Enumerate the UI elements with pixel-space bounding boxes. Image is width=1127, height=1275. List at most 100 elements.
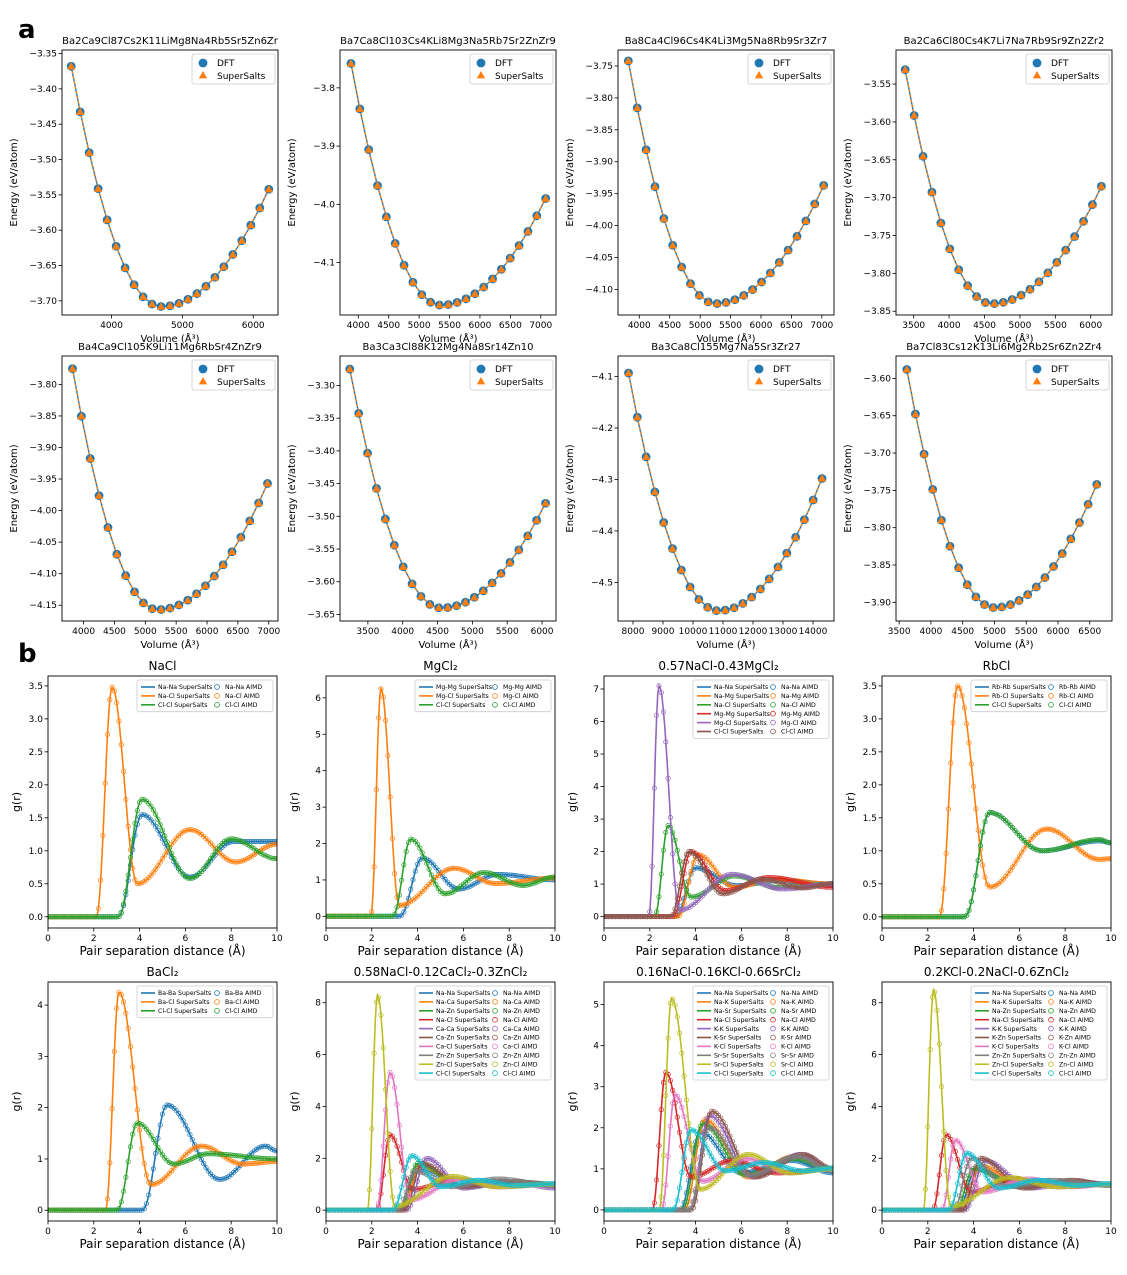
eos-supersalts-point	[730, 295, 740, 303]
eos-xlabel: Volume (Å³)	[974, 332, 1033, 345]
eos-xtick-label: 4000	[919, 627, 942, 637]
rdf-aimd-point	[175, 1110, 182, 1116]
eos-legend-supersalts-label: SuperSalts	[217, 72, 266, 82]
rdf-aimd-point	[679, 907, 685, 913]
rdf-legend-circle-marker	[492, 701, 498, 708]
rdf-aimd-point	[706, 1125, 712, 1131]
rdf-legend-supersalts-label: Cl-Cl SuperSalts	[436, 702, 486, 709]
rdf-aimd-point	[734, 1149, 740, 1155]
rdf-ylabel: g(r)	[566, 792, 579, 812]
rdf-aimd-point	[412, 1176, 418, 1182]
rdf-title: MgCl₂	[423, 659, 458, 673]
rdf-aimd-point	[777, 880, 783, 886]
rdf-aimd-point	[681, 1154, 687, 1160]
eos-xtick-label: 4500	[377, 321, 400, 331]
eos-ytick-label: −3.60	[307, 578, 335, 588]
rdf-ytick-label: 3	[593, 1083, 599, 1093]
eos-axes-frame	[895, 49, 1113, 316]
rdf-aimd-point	[736, 1166, 742, 1172]
rdf-ytick-label: 3.5	[863, 682, 877, 692]
rdf-aimd-point	[118, 992, 124, 998]
eos-supersalts-point	[165, 301, 175, 309]
rdf-aimd-point	[722, 873, 728, 879]
rdf-aimd-point	[1099, 837, 1105, 843]
eos-supersalts-point	[1006, 600, 1015, 608]
rdf-aimd-point	[137, 1127, 143, 1133]
rdf-aimd-point	[224, 837, 230, 843]
eos-supersalts-point	[192, 589, 201, 597]
rdf-legend-box	[414, 679, 552, 713]
rdf-legend-supersalts-label: Cl-Cl SuperSalts	[158, 702, 208, 709]
rdf-aimd-point	[683, 1199, 689, 1205]
rdf-xtick-label: 6	[1017, 934, 1023, 944]
rdf-aimd-point	[709, 1154, 715, 1160]
rdf-aimd-point	[203, 862, 209, 869]
rdf-aimd-point	[1051, 847, 1057, 853]
rdf-ytick-label: 4	[593, 1042, 599, 1052]
eos-xtick-label: 5000	[983, 627, 1006, 637]
eos-supersalts-point	[237, 236, 247, 244]
eos-legend-supersalts-marker	[754, 71, 764, 79]
eos-ytick-label: −3.55	[307, 545, 335, 555]
rdf-aimd-point	[408, 1174, 414, 1180]
rdf-aimd-point	[392, 1137, 398, 1143]
rdf-aimd-point	[1032, 846, 1038, 852]
rdf-aimd-point	[164, 848, 170, 854]
rdf-aimd-point	[971, 783, 977, 790]
rdf-aimd-point	[102, 780, 108, 786]
rdf-ytick-label: 4	[593, 783, 599, 793]
eos-supersalts-point	[909, 111, 919, 119]
eos-supersalts-point	[650, 487, 660, 496]
rdf-aimd-point	[693, 893, 699, 900]
rdf-legend-supersalts-label: Zn-Zn SuperSalts	[436, 1053, 490, 1060]
rdf-aimd-point	[155, 863, 161, 869]
rdf-aimd-point	[693, 1175, 699, 1181]
rdf-aimd-point	[784, 876, 790, 882]
rdf-aimd-point	[782, 1164, 788, 1170]
rdf-aimd-point	[704, 1121, 710, 1127]
rdf-aimd-point	[957, 685, 963, 691]
eos-ytick-label: −3.95	[29, 475, 57, 485]
eos-supersalts-point	[541, 194, 550, 202]
eos-data-group	[68, 364, 272, 614]
rdf-aimd-point	[107, 697, 113, 703]
rdf-aimd-point	[486, 870, 492, 876]
eos-ytick-label: −3.55	[29, 191, 57, 201]
rdf-ytick-label: 5	[593, 750, 599, 760]
rdf-legend-circle-marker	[1048, 684, 1054, 690]
rdf-aimd-point	[688, 1205, 694, 1211]
rdf-aimd-point	[750, 878, 756, 884]
rdf-legend-circle-marker	[770, 1052, 776, 1059]
rdf-aimd-point	[460, 1179, 466, 1185]
eos-legend-supersalts-marker	[198, 377, 208, 385]
eos-supersalts-point	[263, 479, 272, 487]
rdf-aimd-point	[791, 878, 797, 884]
eos-legend-box	[469, 53, 554, 85]
eos-supersalts-point	[354, 409, 363, 417]
rdf-aimd-point	[380, 1045, 386, 1051]
eos-xtick-label: 4000	[72, 627, 95, 637]
eos-supersalts-point	[800, 515, 809, 523]
rdf-title: RbCl	[983, 659, 1011, 673]
rdf-aimd-point	[741, 873, 747, 879]
eos-xtick-label: 3500	[356, 627, 379, 637]
rdf-aimd-point	[125, 1159, 131, 1165]
eos-supersalts-point	[901, 65, 910, 73]
eos-ytick-label: −3.70	[29, 297, 57, 307]
rdf-aimd-point	[387, 1168, 393, 1174]
rdf-aimd-point	[458, 866, 464, 872]
rdf-aimd-point	[116, 913, 122, 919]
rdf-aimd-point	[670, 996, 676, 1002]
rdf-xtick-label: 2	[91, 1227, 97, 1237]
rdf-ytick-label: 4	[37, 1001, 43, 1011]
rdf-aimd-point	[1012, 860, 1018, 867]
rdf-legend-supersalts-label: Ca-Cl SuperSalts	[436, 1044, 488, 1051]
rdf-aimd-point	[159, 856, 166, 862]
rdf-aimd-point	[690, 1199, 696, 1205]
rdf-axes-frame	[881, 675, 1112, 929]
eos-supersalts-point	[345, 364, 354, 373]
rdf-aimd-point	[975, 857, 981, 864]
rdf-aimd-point	[189, 1137, 195, 1143]
rdf-xtick-label: 8	[506, 934, 512, 944]
